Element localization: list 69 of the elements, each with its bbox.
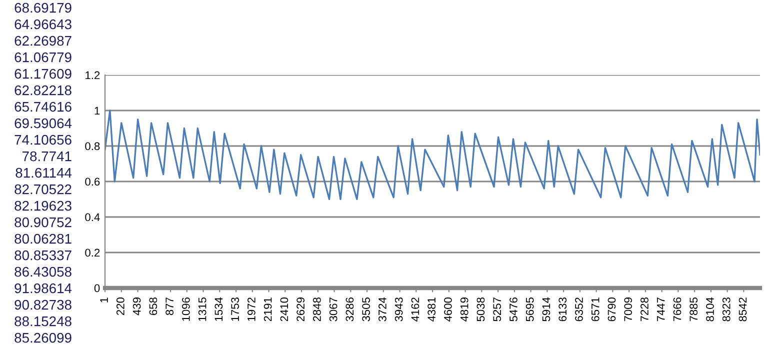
x-tick-label: 1972 xyxy=(248,298,256,321)
x-tick-label: 3724 xyxy=(378,297,386,322)
x-tick-label: 6133 xyxy=(558,298,567,322)
y-tick-label: 1.2 xyxy=(86,71,100,80)
x-tick-label: 439 xyxy=(132,298,141,316)
x-tick-label: 5257 xyxy=(493,298,502,322)
text: 82.19623 xyxy=(14,200,72,211)
x-tick-label: 7228 xyxy=(640,298,648,322)
text: 69.59064 xyxy=(14,118,72,128)
text: 86.43058 xyxy=(14,266,72,277)
x-tick-label: 877 xyxy=(166,298,174,316)
x-tick-label: 7666 xyxy=(673,298,682,322)
x-tick-label: 4162 xyxy=(411,298,420,322)
x-tick-label: 5476 xyxy=(510,298,518,322)
x-tick-label: 8542 xyxy=(738,298,747,322)
x-tick-label: 3067 xyxy=(329,298,338,322)
x-tick-label: 4600 xyxy=(444,297,452,322)
y-tick-label: 0.6 xyxy=(85,178,100,186)
x-tick-label: 2848 xyxy=(313,298,321,322)
y-tick-label: 0 xyxy=(94,284,100,292)
x-tick-label: 1315 xyxy=(198,297,206,321)
x-tick-label: 3286 xyxy=(346,298,354,322)
text: 61.17609 xyxy=(14,68,72,79)
x-tick-label: 7885 xyxy=(690,297,698,322)
text: 85.26099 xyxy=(14,332,72,343)
text: 61.06779 xyxy=(14,52,72,62)
x-tick-label: 1096 xyxy=(182,298,190,321)
x-tick-label: 5914 xyxy=(542,297,550,322)
x-tick-label: 3505 xyxy=(362,297,370,322)
text: 78.7741 xyxy=(22,151,72,162)
text: 90.82738 xyxy=(14,300,72,310)
x-tick-label: 5695 xyxy=(526,297,534,322)
y-tick-label: 0.8 xyxy=(85,142,100,150)
x-tick-label: 2629 xyxy=(296,298,305,322)
x-tick-label: 8323 xyxy=(722,298,730,322)
x-tick-label: 220 xyxy=(116,297,124,316)
x-tick-label: 5038 xyxy=(476,298,485,322)
text: 64.96643 xyxy=(14,19,72,30)
text: 80.85337 xyxy=(14,250,72,260)
text: 68.69179 xyxy=(14,2,72,13)
y-tick-label: 1 xyxy=(94,106,100,115)
x-tick-label: 1534 xyxy=(214,297,223,321)
text: 88.15248 xyxy=(14,316,72,326)
text: 80.06281 xyxy=(14,234,72,244)
text: 62.82218 xyxy=(14,85,72,96)
x-tick-label: 4381 xyxy=(428,298,436,322)
text: 91.98614 xyxy=(14,283,72,294)
x-tick-label: 3943 xyxy=(394,298,403,322)
x-tick-label: 8104 xyxy=(706,297,714,322)
y-tick-label: 0.4 xyxy=(85,213,100,222)
x-tick-label: 6571 xyxy=(591,298,600,322)
x-tick-label: 6352 xyxy=(575,298,583,322)
x-tick-label: 658 xyxy=(149,298,158,315)
x-tick-label: 7447 xyxy=(657,298,665,322)
x-tick-label: 1753 xyxy=(231,298,239,321)
x-tick-label: 6790 xyxy=(608,297,616,322)
x-tick-label: 1 xyxy=(100,298,108,302)
text: 80.90752 xyxy=(14,217,72,228)
text: 81.61144 xyxy=(16,168,72,178)
text: 74.10656 xyxy=(14,134,72,145)
text: 62.26987 xyxy=(14,36,72,46)
y-tick-label: 0.2 xyxy=(85,248,100,257)
x-tick-label: 2410 xyxy=(280,297,288,322)
text: 82.70522 xyxy=(14,184,72,194)
x-tick-label: 2191 xyxy=(264,298,272,322)
line-series xyxy=(105,110,760,200)
text: 65.74616 xyxy=(14,102,72,112)
x-tick-label: 4819 xyxy=(460,298,468,322)
x-tick-label: 7009 xyxy=(624,298,632,322)
